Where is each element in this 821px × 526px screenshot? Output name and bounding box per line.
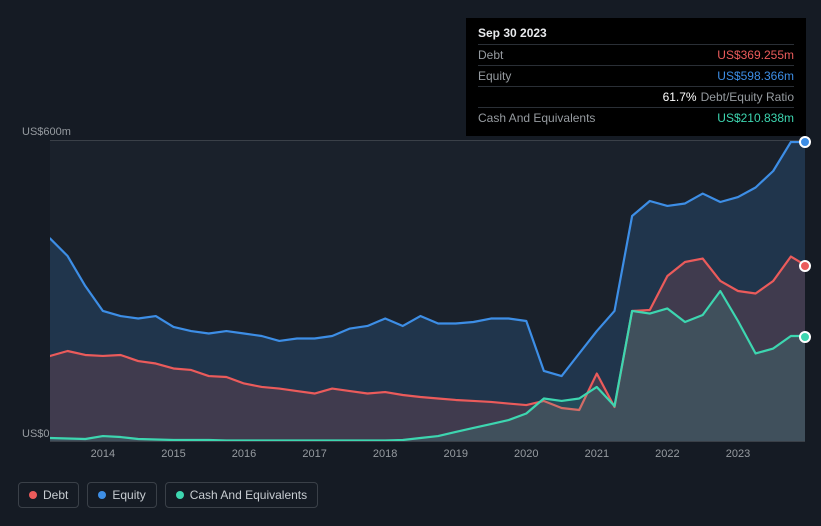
legend-label: Debt [43,488,68,502]
x-axis-tick: 2016 [232,448,256,460]
x-axis-tick: 2017 [302,448,326,460]
tooltip-row: 61.7%Debt/Equity Ratio [478,86,794,107]
legend-item[interactable]: Cash And Equivalents [165,482,318,508]
legend-swatch [176,491,184,499]
y-axis-label-max: US$600m [22,126,71,138]
legend-item[interactable]: Debt [18,482,79,508]
legend-swatch [29,491,37,499]
legend-label: Equity [112,488,145,502]
x-axis-tick: 2018 [373,448,397,460]
x-axis-tick: 2022 [655,448,679,460]
debt-equity-chart: US$600m US$0 2014 2015 2016 2017 2018 2019 202… [18,120,808,510]
x-axis-labels: 2014 2015 2016 2017 2018 2019 2020 2021 2022 2023 [50,448,805,468]
x-axis-tick: 2015 [161,448,185,460]
x-axis-tick: 2021 [585,448,609,460]
tooltip-row-label: Debt [478,48,503,62]
tooltip-row-value: US$598.366m [717,69,794,83]
tooltip-row-value: US$369.255m [717,48,794,62]
x-axis-tick: 2023 [726,448,750,460]
plot-area[interactable] [50,140,805,442]
x-axis-tick: 2019 [443,448,467,460]
chart-tooltip: Sep 30 2023 Debt US$369.255m Equity US$598.… [466,18,806,136]
y-axis-label-min: US$0 [22,428,50,440]
tooltip-row: Equity US$598.366m [478,65,794,86]
tooltip-row-value: 61.7%Debt/Equity Ratio [663,90,794,104]
hover-marker [799,331,811,343]
legend-label: Cash And Equivalents [190,488,307,502]
hover-marker [799,136,811,148]
hover-marker [799,260,811,272]
tooltip-row-suffix: Debt/Equity Ratio [701,90,794,104]
legend: Debt Equity Cash And Equivalents [18,482,318,508]
tooltip-row-label: Equity [478,69,511,83]
x-axis-tick: 2014 [91,448,115,460]
legend-swatch [98,491,106,499]
legend-item[interactable]: Equity [87,482,156,508]
x-axis-tick: 2020 [514,448,538,460]
tooltip-date: Sep 30 2023 [478,26,794,44]
tooltip-row: Debt US$369.255m [478,44,794,65]
